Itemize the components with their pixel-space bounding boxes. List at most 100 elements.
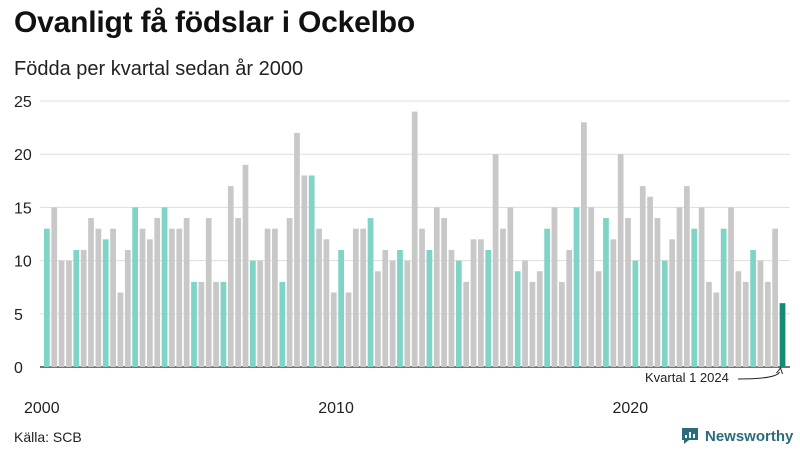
bar	[764, 281, 771, 367]
bar	[551, 207, 558, 367]
x-tick-labels: 2000 2010 2020	[24, 400, 648, 417]
bar	[757, 260, 764, 367]
bar	[779, 303, 786, 367]
bar	[742, 281, 749, 367]
y-tick-label: 0	[14, 360, 23, 377]
bar	[411, 111, 418, 367]
bar	[426, 249, 433, 367]
bar	[661, 260, 668, 367]
annotation: Kvartal 1 2024	[645, 366, 783, 385]
bar	[95, 228, 102, 367]
bar	[242, 164, 249, 367]
bar	[463, 281, 470, 367]
bar	[588, 207, 595, 367]
bar	[169, 228, 175, 367]
bar	[632, 260, 639, 367]
bar	[639, 186, 646, 367]
bar	[51, 207, 58, 367]
bar	[213, 281, 219, 367]
y-tick-label: 10	[14, 254, 32, 271]
bar	[279, 281, 286, 367]
bar	[492, 154, 499, 367]
bar	[433, 207, 440, 367]
bar	[58, 260, 65, 367]
bar	[485, 249, 492, 367]
bar	[308, 175, 315, 367]
bar	[235, 218, 242, 367]
chart-title: Ovanligt få födslar i Ockelbo	[14, 6, 415, 39]
bar	[154, 218, 161, 367]
source-label: Källa: SCB	[14, 429, 82, 445]
bar	[220, 281, 227, 367]
newsworthy-logo-icon	[682, 428, 698, 444]
bar	[706, 281, 712, 367]
bar	[536, 271, 543, 367]
bar	[345, 292, 352, 367]
bar	[323, 239, 330, 367]
bar	[367, 218, 374, 367]
bar	[419, 228, 425, 367]
brand-logo: Newsworthy	[680, 427, 793, 445]
y-tick-label: 15	[14, 200, 32, 217]
bar	[625, 218, 631, 367]
y-tick-labels: 0 5 10 15 20 25	[14, 94, 32, 377]
bar	[117, 292, 124, 367]
bar	[397, 249, 403, 367]
bar	[110, 228, 116, 367]
bar	[720, 228, 727, 367]
bar	[507, 207, 514, 367]
bar	[448, 249, 455, 367]
bar	[566, 249, 573, 367]
bar	[205, 218, 212, 367]
bar	[146, 239, 153, 367]
bar	[73, 249, 80, 367]
bar	[257, 260, 264, 367]
bar	[500, 228, 506, 367]
bar	[558, 281, 565, 367]
bar	[544, 228, 550, 367]
bar	[286, 218, 293, 367]
bar	[698, 207, 705, 367]
bar	[772, 228, 779, 367]
bar	[691, 228, 698, 367]
bar	[249, 260, 256, 367]
bar	[316, 228, 322, 367]
bar	[595, 271, 602, 367]
bar	[522, 260, 528, 367]
bar	[713, 292, 720, 367]
bar	[581, 122, 587, 367]
bar	[352, 228, 359, 367]
bar	[382, 249, 389, 367]
bar	[132, 207, 139, 367]
annotation-label: Kvartal 1 2024	[645, 370, 729, 385]
bar	[360, 228, 367, 367]
bar	[161, 207, 168, 367]
x-tick-label: 2000	[24, 400, 60, 417]
bar	[728, 207, 734, 367]
bars	[44, 111, 786, 367]
chart-subtitle: Födda per kvartal sedan år 2000	[14, 58, 304, 80]
y-tick-label: 25	[14, 94, 32, 111]
bar	[272, 228, 278, 367]
annotation-arrow	[737, 371, 780, 380]
bar	[375, 271, 381, 367]
bar	[610, 239, 617, 367]
bar	[88, 218, 94, 367]
bar	[301, 175, 308, 367]
bar	[647, 196, 653, 367]
bar	[176, 228, 183, 367]
bar	[66, 260, 72, 367]
x-tick-label: 2010	[318, 400, 354, 417]
bar	[654, 218, 661, 367]
y-tick-label: 5	[14, 307, 23, 324]
bar	[676, 207, 683, 367]
bar	[389, 260, 396, 367]
bar	[124, 249, 131, 367]
annotation-arrowhead	[776, 366, 783, 375]
bar	[44, 228, 50, 367]
bar	[669, 239, 676, 367]
bar	[478, 239, 484, 367]
bar	[735, 271, 742, 367]
bar	[617, 154, 624, 367]
